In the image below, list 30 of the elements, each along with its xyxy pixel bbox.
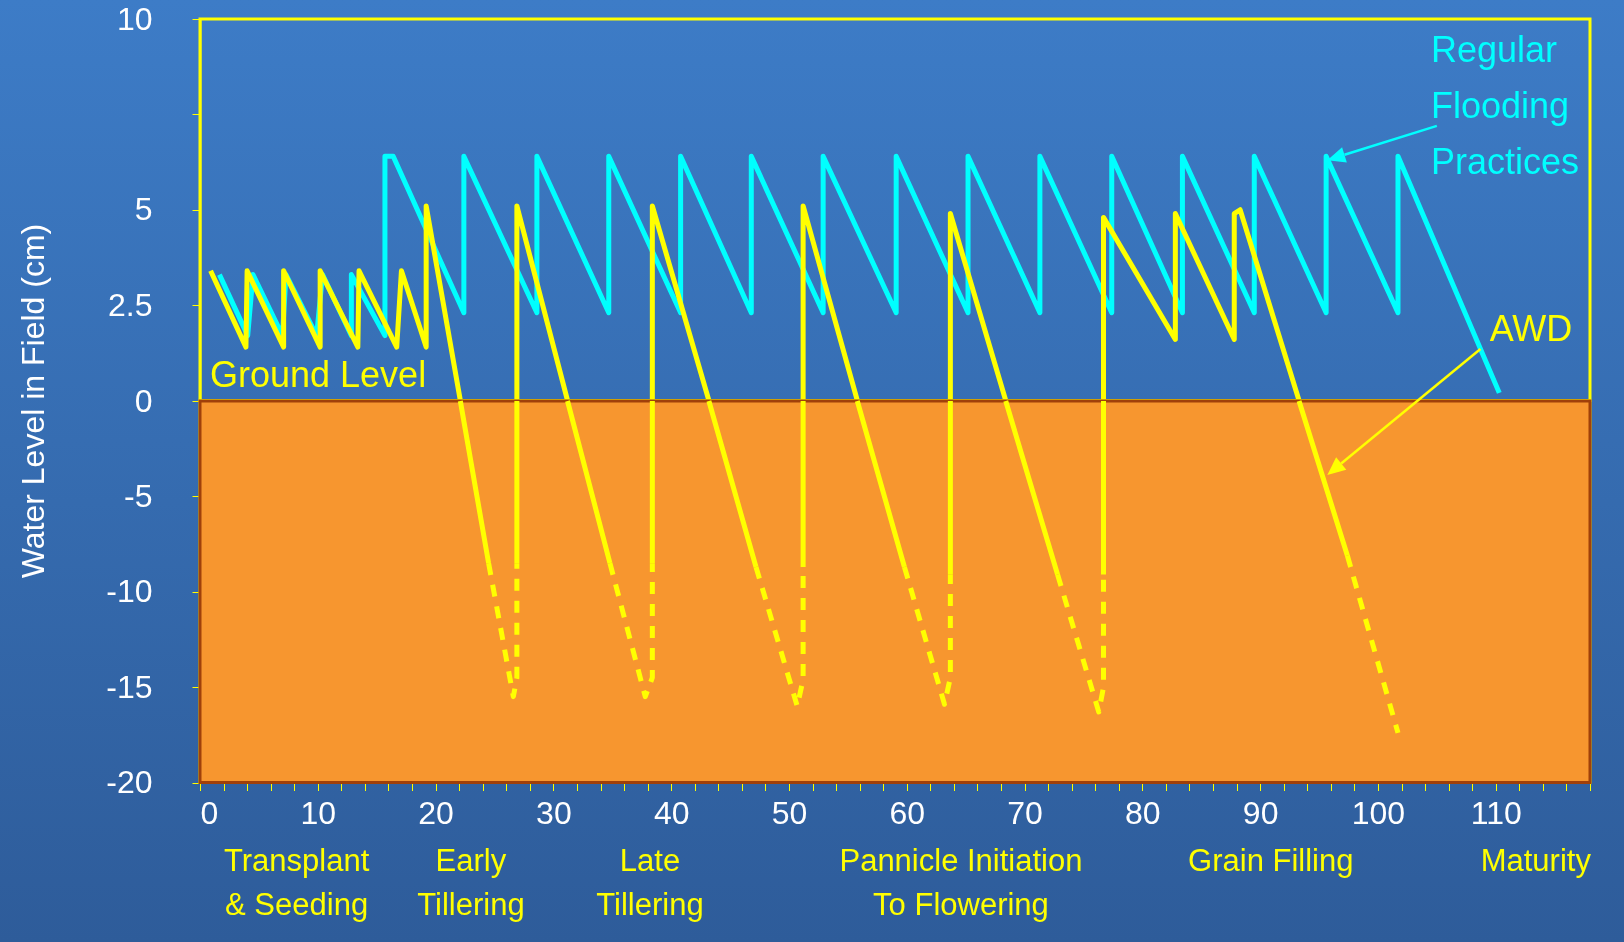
y-tick-label: 2.5	[108, 286, 153, 323]
y-tick-label: -15	[106, 668, 153, 705]
x-tick-label: 10	[300, 795, 337, 831]
y-tick-label: -20	[106, 764, 153, 800]
text: Pannicle Initiation To Flowering	[839, 842, 1083, 922]
text: Transplant & Seeding	[223, 842, 370, 922]
x-tick-label: 0	[200, 795, 219, 831]
y-tick-label: 5	[134, 191, 153, 228]
x-tick-label: 80	[1125, 795, 1161, 831]
x-tick-label: 60	[889, 795, 926, 831]
x-tick-label: 50	[771, 795, 808, 831]
x-tick-label: 30	[536, 795, 572, 831]
x-tick-label: 20	[418, 795, 454, 831]
y-tick-label: -5	[124, 477, 153, 514]
text: Late Tillering	[596, 842, 704, 922]
x-tick-label: 70	[1007, 795, 1043, 831]
series-label: Regular Flooding Practices	[1430, 29, 1580, 183]
x-tick-label: 100	[1351, 795, 1406, 831]
band-label: Ground Level	[210, 354, 427, 395]
y-tick-label: -10	[106, 573, 153, 610]
text: Early Tillering	[417, 842, 525, 922]
text: AWD	[1489, 307, 1573, 349]
text: Maturity	[1480, 842, 1592, 878]
x-tick-label: 40	[653, 795, 690, 831]
y-tick-label: 0	[134, 382, 153, 419]
y-tick-label: 10	[116, 0, 153, 37]
x-tick-label: 110	[1470, 795, 1522, 831]
x-tick-label: 90	[1242, 795, 1279, 831]
y-axis-title: Water Level in Field (cm)	[14, 223, 51, 579]
text: Grain Filling	[1188, 842, 1354, 878]
